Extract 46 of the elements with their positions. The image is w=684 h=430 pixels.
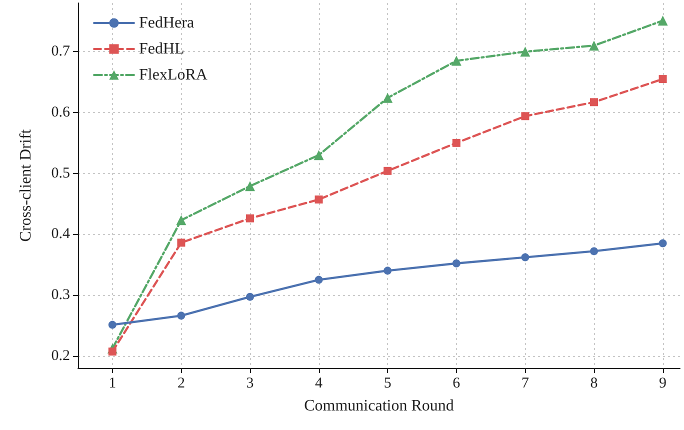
legend-label: FedHera <box>139 14 194 32</box>
y-tick-label: 0.3 <box>51 287 70 303</box>
point <box>108 348 116 356</box>
point <box>314 195 323 204</box>
point <box>177 312 186 320</box>
point <box>590 247 598 256</box>
point <box>520 46 530 57</box>
x-tick-label: 7 <box>521 376 530 392</box>
x-tick-label: 9 <box>659 376 667 392</box>
x-tick-label: 8 <box>590 376 598 392</box>
y-tick-label: 0.7 <box>51 44 70 60</box>
y-axis-title: Cross-client Drift <box>18 128 34 242</box>
legend-label: FedHL <box>139 40 184 58</box>
point <box>384 166 392 175</box>
point <box>246 214 254 222</box>
point <box>176 215 186 226</box>
point <box>314 150 324 160</box>
point <box>658 75 667 84</box>
point <box>108 320 116 329</box>
x-tick-label: 1 <box>108 376 116 392</box>
point <box>589 40 599 51</box>
y-tick-label: 0.6 <box>51 104 70 120</box>
y-tick-label: 0.2 <box>51 348 70 364</box>
y-tick-label: 0.5 <box>51 165 70 182</box>
point <box>521 112 530 120</box>
x-axis-title: Communication Round <box>304 398 454 414</box>
point <box>384 266 392 275</box>
point <box>452 259 460 268</box>
point <box>382 92 393 103</box>
point <box>177 238 186 247</box>
point <box>521 253 530 262</box>
point <box>246 292 254 301</box>
point <box>314 276 323 284</box>
point <box>658 239 667 248</box>
x-tick-label: 4 <box>315 376 324 392</box>
x-tick-label: 2 <box>177 376 185 392</box>
point <box>452 138 460 147</box>
point <box>658 16 668 26</box>
x-tick-label: 5 <box>384 376 392 392</box>
x-tick-label: 3 <box>246 376 254 392</box>
y-tick-label: 0.4 <box>51 226 70 242</box>
point <box>245 181 255 192</box>
point <box>451 56 462 66</box>
x-tick-label: 6 <box>452 376 461 392</box>
point <box>590 98 598 106</box>
legend-label: FlexLoRA <box>139 66 208 84</box>
